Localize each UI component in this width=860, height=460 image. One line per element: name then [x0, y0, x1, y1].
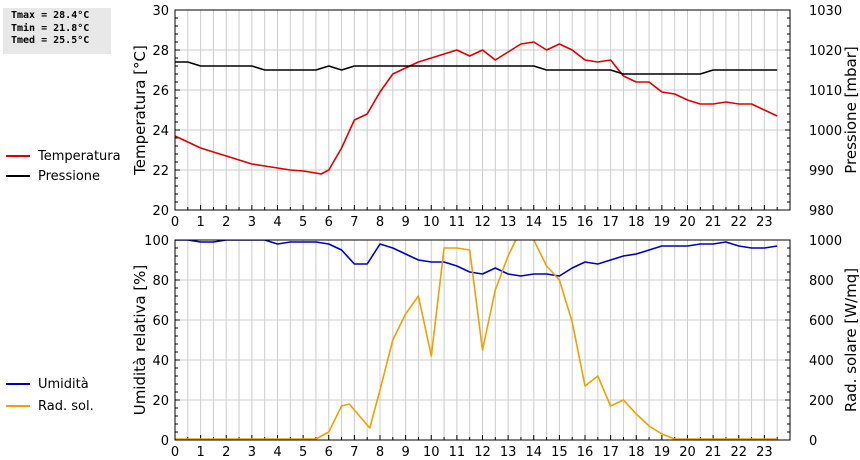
x-tick-label: 10 [423, 215, 440, 230]
y-left-tick-label: 100 [144, 234, 169, 249]
y-right-tick-label: 1020 [809, 44, 842, 59]
x-tick-label: 12 [474, 215, 491, 230]
x-tick-label: 20 [679, 445, 696, 460]
tmed-label: Tmed = 25.5°C [11, 35, 90, 46]
x-tick-label: 5 [299, 445, 307, 460]
y-left-tick-label: 26 [152, 84, 169, 99]
legend-label: Rad. sol. [38, 399, 94, 414]
y-right-tick-label: 200 [809, 394, 834, 409]
x-tick-label: 2 [222, 215, 230, 230]
x-tick-label: 18 [628, 215, 645, 230]
x-tick-label: 9 [401, 445, 409, 460]
series-line-1-2 [175, 61, 778, 75]
x-tick-label: 17 [602, 215, 619, 230]
x-tick-label: 23 [756, 215, 773, 230]
tmin-label: Tmin = 21.8°C [11, 22, 90, 34]
x-tick-label: 13 [500, 215, 517, 230]
legend-label: Pressione [38, 169, 100, 184]
x-tick-label: 14 [525, 445, 542, 460]
y-left-tick-label: 80 [152, 274, 169, 289]
y-right-tick-label: 800 [809, 274, 834, 289]
x-tick-label: 9 [401, 215, 409, 230]
x-tick-label: 6 [325, 445, 333, 460]
y-right-tick-label: 0 [809, 434, 817, 449]
x-tick-label: 15 [551, 445, 568, 460]
tmax-label: Tmax = 28.4°C [11, 10, 90, 21]
x-tick-label: 18 [628, 445, 645, 460]
x-tick-label: 19 [654, 215, 671, 230]
x-tick-label: 4 [273, 445, 281, 460]
x-tick-label: 22 [730, 215, 747, 230]
y-right-axis-label: Pressione [mbar] [842, 46, 860, 174]
legend-label: Temperatura [37, 149, 121, 164]
series-line-1-1 [175, 41, 778, 175]
x-tick-label: 16 [577, 445, 594, 460]
y-left-tick-label: 40 [152, 354, 169, 369]
y-right-axis-label: Rad. solare [W/mq] [842, 268, 860, 412]
y-left-tick-label: 22 [152, 164, 169, 179]
y-left-tick-label: 24 [152, 124, 169, 139]
y-left-axis-label: Temperatura [°C] [131, 45, 149, 176]
x-tick-label: 1 [196, 215, 204, 230]
y-right-tick-label: 600 [809, 314, 834, 329]
series-line-2-2 [175, 240, 778, 440]
x-tick-label: 0 [171, 445, 179, 460]
series-line-2-1 [175, 240, 778, 277]
y-left-tick-label: 30 [152, 4, 169, 19]
x-tick-label: 11 [449, 445, 466, 460]
x-tick-label: 15 [551, 215, 568, 230]
x-tick-label: 21 [705, 215, 722, 230]
x-tick-label: 17 [602, 445, 619, 460]
y-left-axis-label: Umidità relativa [%] [131, 265, 149, 416]
y-right-tick-label: 1000 [809, 124, 842, 139]
x-tick-label: 19 [654, 445, 671, 460]
y-left-tick-label: 20 [152, 394, 169, 409]
x-tick-label: 23 [756, 445, 773, 460]
y-right-tick-label: 980 [809, 204, 834, 219]
x-tick-label: 7 [350, 215, 358, 230]
x-tick-label: 12 [474, 445, 491, 460]
plot-frame [174, 239, 791, 441]
y-right-tick-label: 1010 [809, 84, 842, 99]
x-tick-label: 16 [577, 215, 594, 230]
x-tick-label: 14 [525, 215, 542, 230]
x-tick-label: 10 [423, 445, 440, 460]
x-tick-label: 8 [376, 445, 384, 460]
x-tick-label: 1 [196, 445, 204, 460]
y-right-tick-label: 990 [809, 164, 834, 179]
x-tick-label: 6 [325, 215, 333, 230]
statistics-box: Tmax = 28.4°C Tmin = 21.8°C Tmed = 25.5°… [3, 8, 111, 54]
chart-panel-1: 0 1 2 3 4 5 6 7 8 9 10 11 12 13 14 15 16 17 18 19 20 21 22 2320… [6, 4, 860, 230]
x-tick-label: 7 [350, 445, 358, 460]
y-left-tick-label: 20 [152, 204, 169, 219]
x-tick-label: 11 [449, 215, 466, 230]
x-tick-label: 0 [171, 215, 179, 230]
legend-label: Umidità [38, 377, 89, 392]
y-left-tick-label: 0 [161, 434, 169, 449]
x-tick-label: 13 [500, 445, 517, 460]
x-tick-label: 2 [222, 445, 230, 460]
x-tick-label: 20 [679, 215, 696, 230]
x-tick-label: 3 [248, 215, 256, 230]
x-tick-label: 8 [376, 215, 384, 230]
x-tick-label: 5 [299, 215, 307, 230]
y-left-tick-label: 28 [152, 44, 169, 59]
x-tick-label: 3 [248, 445, 256, 460]
chart-panel-2: 0 1 2 3 4 5 6 7 8 9 10 11 12 13 14 15 16 17 18 19 20 21 22 230 0… [6, 234, 860, 460]
x-tick-label: 21 [705, 445, 722, 460]
y-right-tick-label: 1030 [809, 4, 842, 19]
x-tick-label: 4 [273, 215, 281, 230]
y-right-tick-label: 1000 [809, 234, 842, 249]
x-tick-label: 22 [730, 445, 747, 460]
plot-frame [174, 9, 791, 211]
y-left-tick-label: 60 [152, 314, 169, 329]
y-right-tick-label: 400 [809, 354, 834, 369]
